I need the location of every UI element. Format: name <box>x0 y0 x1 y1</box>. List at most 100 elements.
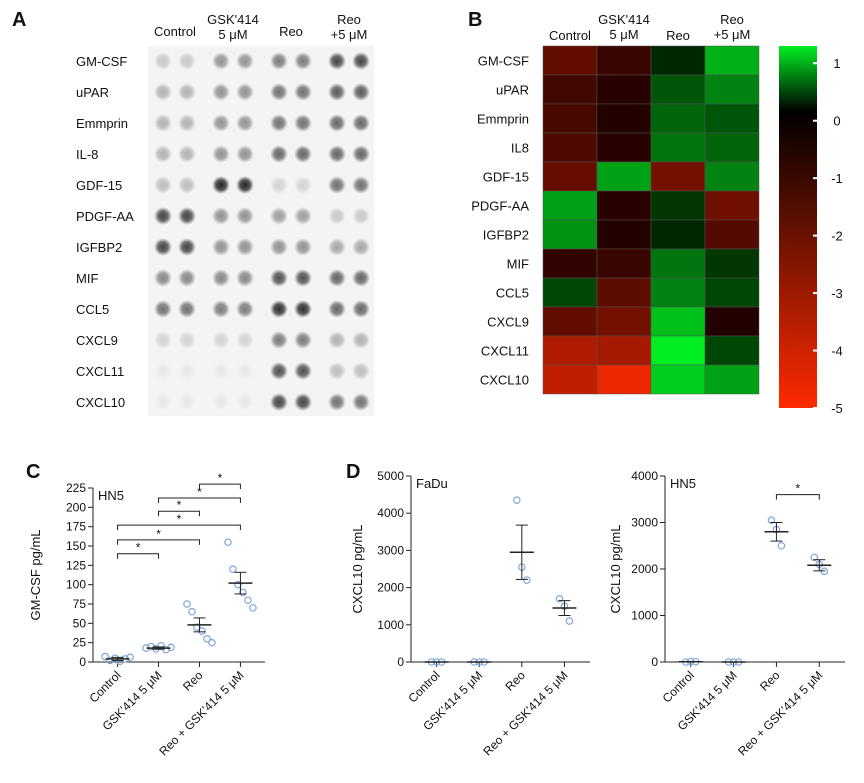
y-tick-label: 100 <box>66 578 86 592</box>
dotblot-row-label: PDGF-AA <box>76 209 134 224</box>
data-point <box>767 516 776 524</box>
y-tick-label: 75 <box>73 597 87 611</box>
heatmap-cell <box>596 45 652 76</box>
heatmap-cell <box>650 277 706 308</box>
x-tick-label: Reo <box>502 668 528 694</box>
heatmap-cell <box>542 45 598 76</box>
y-tick-label: 3000 <box>377 543 404 557</box>
dotblot-spot <box>236 145 254 163</box>
dotblot-spot <box>236 114 254 132</box>
data-point <box>244 596 252 604</box>
dotblot-spot <box>270 83 288 101</box>
heatmap-cell <box>650 103 706 134</box>
dotblot-spot <box>212 207 230 225</box>
significance-label: * <box>177 498 182 512</box>
dotblot-spot <box>352 145 370 163</box>
dotblot-spot <box>178 238 196 256</box>
x-tick-label: Reo <box>757 668 783 694</box>
dotblot-spot <box>352 52 370 70</box>
dotblot-spot <box>178 207 196 225</box>
dotblot-spot <box>270 300 288 318</box>
dotblot-membrane <box>148 46 374 416</box>
dotblot-spot <box>178 83 196 101</box>
heatmap-row-label: GM-CSF <box>478 54 529 69</box>
dotblot-column-label: Control <box>154 24 196 39</box>
dotblot-spot <box>270 52 288 70</box>
dotblot-row-label: IL-8 <box>76 147 98 162</box>
heatmap-cell <box>704 306 760 337</box>
colorbar-tick-label: -4 <box>831 344 843 359</box>
dotblot-spot <box>328 145 346 163</box>
heatmap-cell <box>650 132 706 163</box>
dotblot-spot <box>270 362 288 380</box>
heatmap-column-label: Control <box>549 28 591 43</box>
data-point <box>126 653 134 662</box>
significance-bracket <box>158 510 200 517</box>
dotblot-spot <box>154 83 172 101</box>
significance-label: * <box>136 541 141 555</box>
heatmap-cell <box>596 277 652 308</box>
data-point <box>208 638 216 647</box>
y-tick-label: 0 <box>397 655 404 669</box>
significance-label: * <box>156 527 161 541</box>
heatmap-row-label: IL8 <box>511 141 529 156</box>
heatmap-cell <box>650 161 706 192</box>
panel-c-scatter: 0 25 50 75 100 125 150 175 200 225 GM-CSF pg/mL HN5… <box>28 471 265 758</box>
data-point <box>203 634 211 643</box>
dotblot-row-label: MIF <box>76 271 98 286</box>
dotblot-spot <box>352 114 370 132</box>
data-point <box>183 600 191 608</box>
dotblot-spot <box>294 300 312 318</box>
heatmap-column-label: GSK'414 5 μM <box>598 12 650 42</box>
dotblot-spot <box>352 83 370 101</box>
dotblot-spot <box>328 238 346 256</box>
data-point <box>198 627 206 635</box>
panel-b-heatmap: Control GSK'414 5 μM Reo Reo +5 μM GM-CSF uPAR E… <box>471 12 843 416</box>
dotblot-row-label: CCL5 <box>76 302 109 317</box>
dotblot-column-label: GSK'414 5 μM <box>207 12 259 42</box>
dotblot-spot <box>294 238 312 256</box>
heatmap-cell <box>650 335 706 366</box>
heatmap-cell <box>704 132 760 163</box>
dotblot-spot <box>178 331 196 349</box>
dotblot-spot <box>328 393 346 411</box>
data-point <box>249 604 257 612</box>
y-tick-label: 1000 <box>631 609 658 623</box>
colorbar <box>779 46 817 408</box>
heatmap-row-label: CCL5 <box>496 286 529 301</box>
significance-label: * <box>197 485 202 499</box>
data-point <box>229 565 237 574</box>
heatmap-cell <box>704 190 760 221</box>
dotblot-spot <box>236 300 254 318</box>
dotblot-spot <box>352 269 370 287</box>
dotblot-spot <box>270 207 288 225</box>
heatmap-cell <box>542 161 598 192</box>
dotblot-spot <box>154 393 172 411</box>
heatmap-row-label: IGFBP2 <box>483 228 529 243</box>
heatmap-cell <box>542 103 598 134</box>
heatmap-cell <box>704 335 760 366</box>
dotblot-spot <box>328 176 346 194</box>
heatmap-cell <box>596 335 652 366</box>
dotblot-spot <box>352 393 370 411</box>
dotblot-row-label: Emmprin <box>76 116 128 131</box>
dotblot-spot <box>352 238 370 256</box>
dotblot-spot <box>212 362 230 380</box>
dotblot-spot <box>178 176 196 194</box>
data-point <box>513 496 521 504</box>
dotblot-spot <box>154 52 172 70</box>
heatmap-row-label: MIF <box>507 257 529 272</box>
dotblot-spot <box>212 238 230 256</box>
dotblot-row-label: GDF-15 <box>76 178 122 193</box>
heatmap-cell <box>542 190 598 221</box>
heatmap-cell <box>704 161 760 192</box>
dotblot-spot <box>212 114 230 132</box>
y-tick-label: 0 <box>79 655 86 669</box>
dotblot-spot <box>294 145 312 163</box>
dotblot-spot <box>294 331 312 349</box>
dotblot-spot <box>212 331 230 349</box>
heatmap-cell <box>596 103 652 134</box>
dotblot-column-label: Reo <box>279 24 303 39</box>
dotblot-spot <box>328 52 346 70</box>
